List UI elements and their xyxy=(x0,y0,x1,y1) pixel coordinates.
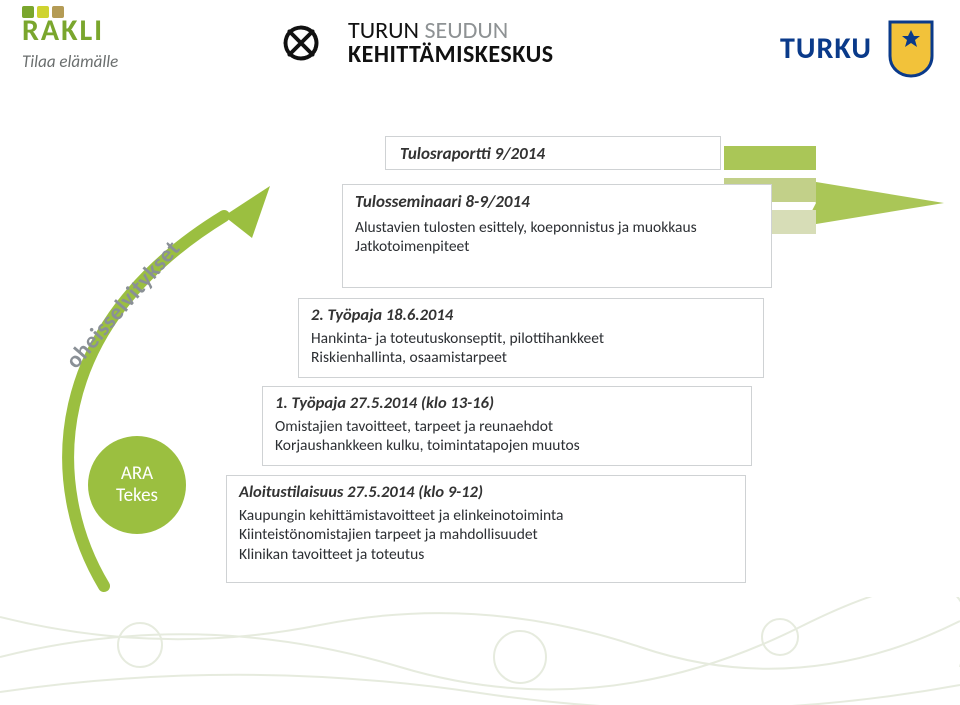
slide: RAKLI Tilaa elämälle TURUN SEUDUN KEHITT… xyxy=(0,0,960,705)
circle-badge: ARA Tekes xyxy=(88,436,186,534)
turku-crest-icon xyxy=(886,18,936,78)
box-seminar: Tulosseminaari 8-9/2014 Alustavien tulos… xyxy=(342,184,772,288)
box-seminar-title: Tulosseminaari 8-9/2014 xyxy=(355,191,759,212)
tsk-knot-icon xyxy=(272,14,330,72)
box-workshop2-body: Hankinta- ja toteutuskonseptit, pilottih… xyxy=(311,329,751,368)
rakli-name: RAKLI xyxy=(22,12,118,49)
box-workshop2-title: 2. Työpaja 18.6.2014 xyxy=(311,305,751,325)
turku-name: TURKU xyxy=(780,30,872,67)
logo-rakli: RAKLI Tilaa elämälle xyxy=(22,10,118,72)
box-report-title: Tulosraportti 9/2014 xyxy=(386,137,720,170)
header: RAKLI Tilaa elämälle TURUN SEUDUN KEHITT… xyxy=(0,4,960,92)
logo-turku: TURKU xyxy=(780,18,936,78)
tsk-line2: KEHITTÄMISKESKUS xyxy=(348,43,554,67)
circle-line2: Tekes xyxy=(116,484,158,507)
background-map xyxy=(0,597,960,705)
box-workshop1: 1. Työpaja 27.5.2014 (klo 13-16) Omistaj… xyxy=(262,386,752,466)
box-seminar-body: Alustavien tulosten esittely, koeponnist… xyxy=(355,218,759,257)
curved-arrow xyxy=(34,186,334,596)
box-workshop2: 2. Työpaja 18.6.2014 Hankinta- ja toteut… xyxy=(298,298,764,378)
box-workshop1-title: 1. Työpaja 27.5.2014 (klo 13-16) xyxy=(275,393,739,413)
circle-line1: ARA xyxy=(121,462,153,485)
box-report: Tulosraportti 9/2014 xyxy=(385,136,721,170)
logo-tsk: TURUN SEUDUN KEHITTÄMISKESKUS xyxy=(272,14,554,72)
rakli-tagline: Tilaa elämälle xyxy=(22,51,118,72)
box-workshop1-body: Omistajien tavoitteet, tarpeet ja reunae… xyxy=(275,417,739,456)
